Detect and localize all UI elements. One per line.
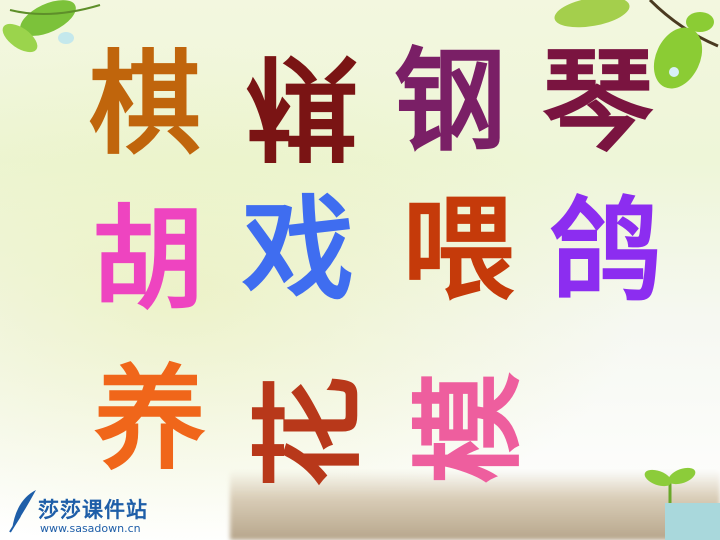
char-mo-rotated: 模 <box>405 372 535 484</box>
char-yang-raise: 养 <box>94 355 206 485</box>
char-ge-pigeon: 鸽 <box>549 187 661 317</box>
leaf-cluster-top-left <box>2 0 101 53</box>
char-qin-piano: 琴 <box>542 37 654 167</box>
char-wei-feed: 喂 <box>402 185 514 315</box>
char-gang-steel: 钢 <box>394 37 506 167</box>
char-qi-chess: 棋 <box>89 40 201 170</box>
char-qi-flipped: 棋 <box>246 40 358 170</box>
logo-name: 莎莎课件站 <box>38 498 148 522</box>
ground-strip <box>230 470 720 540</box>
sprout-icon <box>644 467 696 506</box>
logo-url[interactable]: www.sasadown.cn <box>40 522 141 535</box>
corner-box <box>665 503 720 540</box>
char-hu: 胡 <box>92 195 204 325</box>
leaf-cluster-top-right <box>554 0 719 89</box>
char-xi-play: 戏 <box>242 185 354 315</box>
char-hua-rotated: 花 <box>245 376 375 488</box>
quill-logo-icon <box>9 490 36 533</box>
